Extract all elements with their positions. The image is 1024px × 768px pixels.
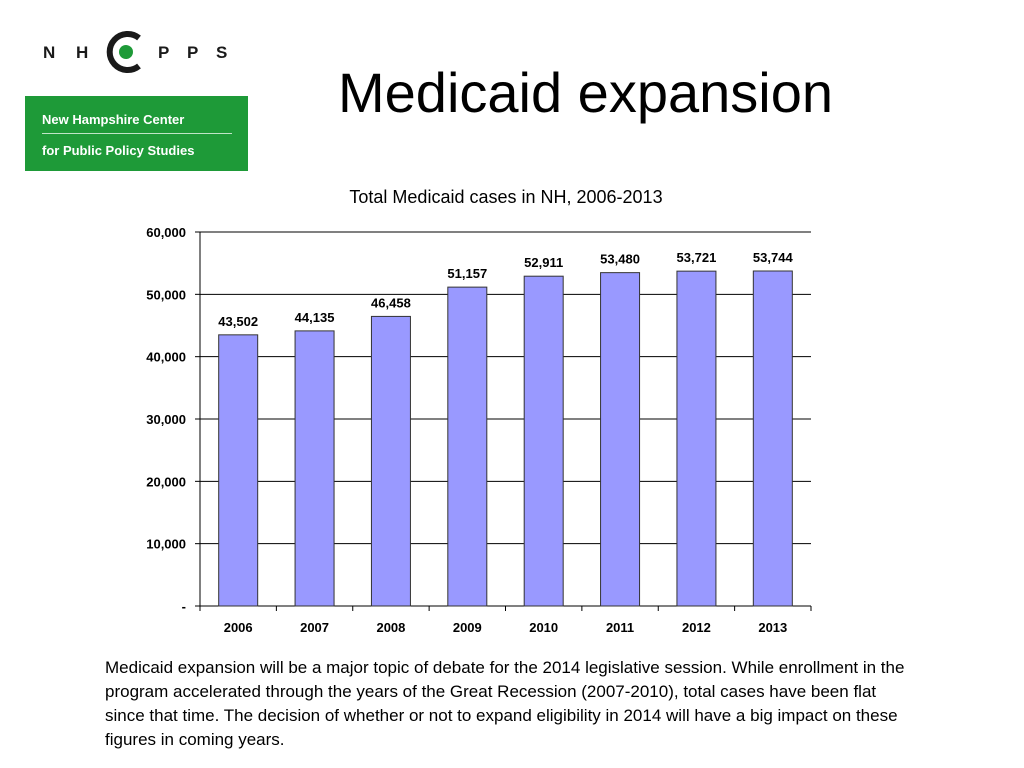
bar-2007: [294, 330, 335, 607]
x-tick-label: 2012: [682, 620, 711, 635]
data-label: 52,911: [524, 255, 563, 270]
bar-2013: [752, 270, 793, 607]
slide-caption: Medicaid expansion will be a major topic…: [105, 658, 905, 749]
data-label: 43,502: [218, 314, 258, 329]
logo-letters-panel: N H P P S: [25, 17, 248, 96]
bar-2010: [523, 275, 564, 607]
y-tick-label: 10,000: [146, 537, 186, 552]
logo-green-dot: [119, 45, 133, 59]
slide-title: Medicaid expansion: [338, 61, 833, 124]
x-tick-label: 2009: [453, 620, 482, 635]
bar-2008: [370, 315, 411, 607]
logo-letter-n: N: [43, 43, 56, 62]
y-tick-label: 50,000: [146, 287, 186, 302]
x-tick-label: 2011: [606, 620, 634, 635]
bar-2011: [600, 272, 641, 607]
bar-2009: [447, 286, 488, 607]
data-label: 46,458: [371, 295, 411, 310]
y-tick-label: 40,000: [146, 350, 186, 365]
data-label: 53,721: [677, 250, 717, 265]
logo-letter-p1: P: [158, 43, 170, 62]
x-tick-label: 2006: [224, 620, 253, 635]
logo-letter-h: H: [76, 43, 89, 62]
bar-2006: [218, 334, 259, 607]
data-label: 53,744: [753, 250, 794, 265]
logo-name-line2: for Public Policy Studies: [42, 143, 195, 158]
logo-divider: [42, 133, 232, 134]
nhcpps-logo: N H P P S New Hampshire Center for Publi…: [25, 17, 248, 171]
chart-title: Total Medicaid cases in NH, 2006-2013: [349, 187, 663, 207]
data-label: 44,135: [295, 310, 335, 325]
logo-letter-p2: P: [187, 43, 199, 62]
x-tick-label: 2008: [376, 620, 405, 635]
logo-c-dot-icon: [106, 31, 141, 73]
y-tick-label: 60,000: [146, 225, 186, 240]
data-label: 51,157: [447, 266, 487, 281]
y-tick-label: 30,000: [146, 412, 186, 427]
data-label: 53,480: [600, 252, 640, 267]
logo-letter-s: S: [216, 43, 228, 62]
x-tick-label: 2013: [758, 620, 787, 635]
bar-chart: - 10,000 20,000 30,000 40,000 50,000 60,000 43,…: [146, 225, 812, 635]
bar-2012: [676, 270, 717, 607]
y-tick-label: -: [182, 599, 186, 614]
logo-name-line1: New Hampshire Center: [42, 112, 185, 127]
x-tick-label: 2007: [300, 620, 329, 635]
x-tick-label: 2010: [529, 620, 558, 635]
logo-name-band: New Hampshire Center for Public Policy S…: [25, 96, 248, 171]
y-tick-label: 20,000: [146, 474, 186, 489]
